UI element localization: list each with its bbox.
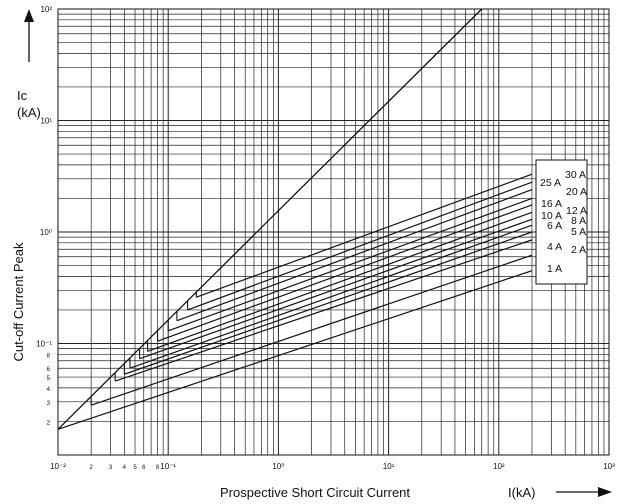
series-line bbox=[196, 173, 533, 298]
x-tick-label: 10⁻¹ bbox=[160, 462, 176, 471]
y-tick-label: 6 bbox=[47, 367, 51, 373]
legend-label: 12 A bbox=[566, 205, 587, 217]
y-axis-symbol: Ic bbox=[17, 88, 28, 103]
y-axis-unit: (kA) bbox=[17, 105, 41, 120]
legend-box bbox=[535, 159, 588, 285]
series-line bbox=[57, 270, 533, 430]
x-axis-label: Prospective Short Circuit Current bbox=[220, 485, 410, 500]
series-line bbox=[176, 189, 533, 322]
x-tick-label: 10¹ bbox=[383, 462, 395, 471]
series-line bbox=[187, 181, 533, 311]
legend-label: 10 A bbox=[541, 210, 562, 222]
y-tick-label: 10⁰ bbox=[40, 228, 52, 237]
reference-line bbox=[57, 8, 483, 430]
series-line bbox=[167, 197, 533, 332]
y-tick-label: 3 bbox=[47, 401, 51, 407]
y-tick-label: 10¹ bbox=[40, 117, 52, 126]
x-tick-label: 10⁻² bbox=[50, 462, 66, 471]
legend-label: 6 A bbox=[547, 220, 562, 232]
legend-label: 2 A bbox=[571, 244, 586, 256]
y-tick-label: 10⁻¹ bbox=[36, 340, 52, 349]
tick-labels: 10⁻² 2 3 4 5 6 8 10⁻¹ 10⁰ 10¹ 10² 10³23456810⁻¹10⁰1… bbox=[36, 5, 615, 471]
plot-frame bbox=[57, 8, 610, 456]
x-tick-label: 8 bbox=[156, 465, 160, 471]
grid-lines bbox=[57, 9, 609, 456]
series-lines bbox=[57, 8, 533, 430]
y-tick-label: 5 bbox=[47, 376, 51, 382]
series-line bbox=[147, 211, 533, 352]
series-line bbox=[90, 254, 533, 406]
x-tick-label: 10² bbox=[493, 462, 505, 471]
legend-label: 8 A bbox=[571, 215, 586, 227]
legend-label: 30 A bbox=[565, 169, 586, 181]
x-axis-arrow-icon bbox=[598, 487, 612, 497]
legend-label: 4 A bbox=[547, 241, 562, 253]
x-axis-unit: I(kA) bbox=[508, 485, 535, 500]
series-line bbox=[124, 231, 533, 375]
x-tick-label: 3 bbox=[109, 465, 113, 471]
y-tick-label: 10² bbox=[40, 5, 52, 14]
series-line bbox=[114, 239, 533, 382]
x-tick-label: 5 bbox=[133, 465, 137, 471]
legend-label: 20 A bbox=[566, 186, 587, 198]
y-tick-label: 8 bbox=[47, 353, 51, 359]
legend-label: 25 A bbox=[540, 177, 561, 189]
series-line bbox=[129, 224, 533, 369]
series-line bbox=[139, 218, 533, 360]
x-tick-label: 10⁰ bbox=[272, 462, 284, 471]
y-axis-arrow-icon bbox=[24, 9, 34, 22]
series-line bbox=[157, 204, 533, 342]
legend: 30 A 25 A 20 A 16 A 12 A 10 A 8 A 6 A 5 A 4 A 2 A 1… bbox=[540, 169, 587, 275]
y-tick-label: 4 bbox=[47, 387, 51, 393]
legend-label: 5 A bbox=[571, 226, 586, 238]
y-axis-label: Cut-off Current Peak bbox=[11, 242, 26, 361]
legend-label: 1 A bbox=[547, 263, 562, 275]
legend-label: 16 A bbox=[541, 198, 562, 210]
x-tick-label: 6 bbox=[142, 465, 146, 471]
x-tick-label: 10³ bbox=[603, 462, 615, 471]
x-tick-label: 2 bbox=[90, 465, 94, 471]
y-tick-label: 2 bbox=[47, 420, 51, 426]
x-tick-label: 4 bbox=[123, 465, 127, 471]
